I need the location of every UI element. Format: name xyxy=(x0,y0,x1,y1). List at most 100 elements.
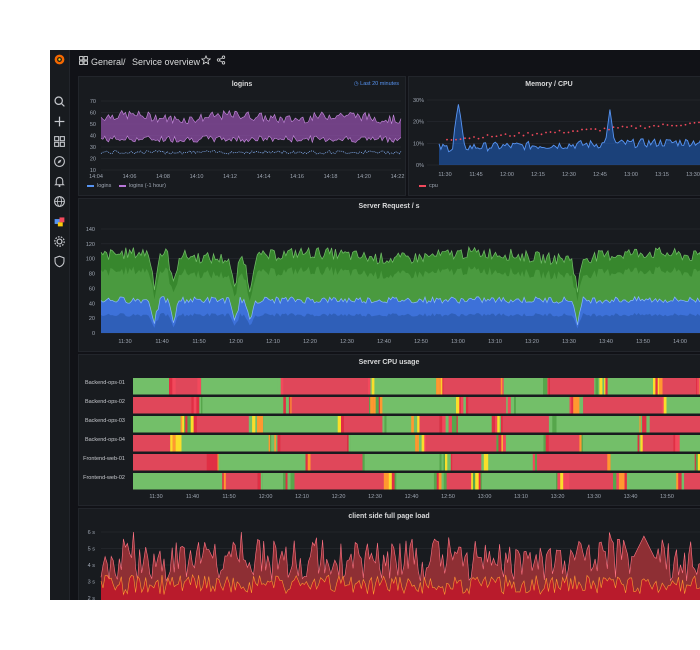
breadcrumb-root[interactable]: General xyxy=(91,57,124,67)
server-request-panel-title[interactable]: Server Request / s xyxy=(358,203,420,210)
heatmap-cell xyxy=(457,416,492,433)
heatmap-cell xyxy=(133,416,181,433)
explore-icon[interactable] xyxy=(53,155,66,168)
x-tick-label: 12:15 xyxy=(531,172,545,178)
x-tick-label: 13:00 xyxy=(624,172,638,178)
alert-bell-icon[interactable] xyxy=(53,175,66,188)
plugins-icon[interactable] xyxy=(53,215,66,228)
cpu-point xyxy=(666,124,669,126)
logins-1h-upper-line xyxy=(100,109,402,125)
heatmap-cell xyxy=(442,416,446,433)
x-tick-label: 14:18 xyxy=(324,174,338,180)
heatmap-cell xyxy=(223,473,227,490)
plus-icon[interactable] xyxy=(53,115,66,128)
heatmap-cell xyxy=(643,416,647,433)
heatmap-cell xyxy=(471,473,474,490)
memory-cpu-panel-title[interactable]: Memory / CPU xyxy=(525,81,573,88)
heatmap-cell xyxy=(583,397,663,414)
sidebar xyxy=(50,50,70,600)
heatmap-cell xyxy=(294,473,384,490)
heatmap-cell xyxy=(472,473,476,490)
legend-logins-label: logins xyxy=(97,183,112,189)
cpu-point xyxy=(689,122,691,125)
heatmap-cell xyxy=(639,435,641,452)
memory-cpu-panel[interactable]: Memory / CPU 30% 20% 10% 0% 11:30 11:45 12:00 1… xyxy=(408,76,700,196)
x-tick-label: 11:30 xyxy=(438,172,451,178)
legend-item-logins[interactable]: logins xyxy=(87,183,111,189)
x-tick-label: 13:00 xyxy=(451,339,465,345)
x-tick-label: 11:45 xyxy=(469,172,482,178)
globe-icon[interactable] xyxy=(53,195,66,208)
logins-panel-title[interactable]: logins xyxy=(231,81,253,88)
heatmap-cell xyxy=(662,378,697,395)
page-load-panel[interactable]: client side full page load 6 s 5 s 4 s 3 s 2… xyxy=(78,508,700,600)
heatmap-cell xyxy=(388,473,393,490)
heatmap-cell xyxy=(483,454,487,471)
share-icon[interactable] xyxy=(216,55,226,67)
heatmap-cell xyxy=(287,473,291,490)
star-icon[interactable] xyxy=(200,54,212,67)
heatmap-cell xyxy=(579,397,583,414)
legend-item-logins-1h[interactable]: logins (-1 hour) xyxy=(118,183,166,189)
grafana-logo-icon[interactable] xyxy=(53,53,66,66)
cpu-point xyxy=(680,124,682,127)
heatmap-cell xyxy=(337,416,342,433)
x-tick-label: 12:00 xyxy=(500,172,514,178)
server-request-panel[interactable]: Server Request / s 140 120 100 80 60 40 20 0 11:… xyxy=(78,198,700,352)
cpu-point xyxy=(491,135,493,138)
heatmap-cell xyxy=(350,435,353,452)
heatmap-cell xyxy=(579,435,582,452)
cpu-point xyxy=(482,136,484,139)
heatmap-cell xyxy=(456,416,458,433)
cpu-point xyxy=(572,130,574,132)
search-icon[interactable] xyxy=(53,95,66,108)
heatmap-cell xyxy=(697,454,700,471)
x-tick-label: 13:15 xyxy=(655,172,669,178)
x-tick-label: 14:12 xyxy=(223,174,237,180)
heatmap-cell xyxy=(607,378,654,395)
page-load-panel-title[interactable]: client side full page load xyxy=(348,513,430,520)
heatmap-cell xyxy=(468,397,507,414)
dashboards-icon[interactable] xyxy=(53,135,66,148)
cpu-point xyxy=(657,125,660,128)
server-cpu-usage-panel-title[interactable]: Server CPU usage xyxy=(358,359,420,366)
heatmap-cell xyxy=(543,435,546,452)
gear-icon[interactable] xyxy=(53,235,66,248)
logins-panel[interactable]: logins ◷ Last 20 minutes 70 60 50 40 30 20 10 1… xyxy=(78,76,406,196)
heatmap-cell xyxy=(507,397,512,414)
y-tick-label: 50 xyxy=(90,122,96,128)
heatmap-cell xyxy=(262,473,284,490)
heatmap-cell xyxy=(448,416,453,433)
heatmap-cell xyxy=(454,416,457,433)
logins-1h-band xyxy=(101,110,401,143)
x-tick-label: 11:40 xyxy=(155,339,168,345)
heatmap-cell xyxy=(202,397,284,414)
memory-cpu-legend[interactable]: cpu xyxy=(419,183,438,189)
cpu-point xyxy=(626,126,628,129)
heatmap-cell xyxy=(676,473,679,490)
heatmap-cell xyxy=(480,473,482,490)
heatmap-cell xyxy=(217,454,219,471)
cpu-point xyxy=(464,137,466,140)
heatmap-cell xyxy=(307,454,311,471)
cpu-point xyxy=(585,128,588,131)
cpu-point xyxy=(513,135,516,137)
y-tick-label: 4 s xyxy=(88,563,96,569)
server-cpu-usage-panel[interactable]: Server CPU usage Backend-ops-01 Backend-… xyxy=(78,354,700,506)
breadcrumb-page[interactable]: Service overview xyxy=(132,57,201,67)
y-tick-label: 140 xyxy=(86,227,95,233)
heatmap-cell xyxy=(386,416,412,433)
heatmap-cell xyxy=(491,416,496,433)
heatmap-cell xyxy=(439,454,442,471)
heatmap-cell xyxy=(552,416,554,433)
time-info[interactable]: ◷ Last 20 minutes xyxy=(354,81,399,87)
heatmap-cell xyxy=(271,435,275,452)
heatmap-cell xyxy=(616,473,620,490)
heatmap-cell xyxy=(456,397,460,414)
heatmap-cell xyxy=(548,378,551,395)
y-tick-label: 70 xyxy=(90,99,96,105)
x-tick-label: 12:00 xyxy=(259,494,273,500)
shield-icon[interactable] xyxy=(53,255,66,268)
cpu-point xyxy=(567,131,570,134)
topbar: General / Service overview xyxy=(70,50,700,74)
